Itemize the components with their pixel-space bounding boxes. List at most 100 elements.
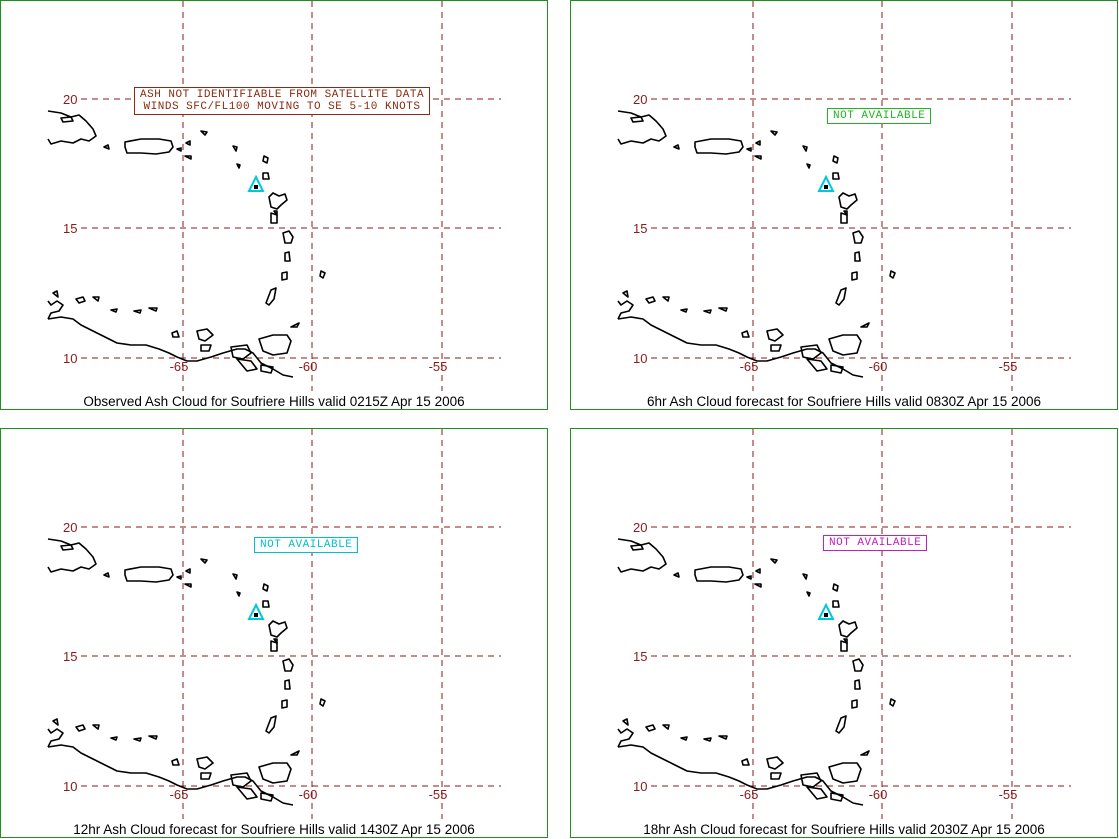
coastline-17 xyxy=(281,699,288,709)
coastline-13 xyxy=(273,638,278,644)
coastline-31 xyxy=(766,756,784,770)
lat-tick-label: 10 xyxy=(633,779,647,794)
lat-tick-label: 15 xyxy=(633,221,647,236)
coastline-6 xyxy=(185,568,191,574)
coastline-21 xyxy=(258,762,292,784)
coastline-28 xyxy=(133,737,142,742)
coastline-24 xyxy=(52,290,59,298)
panel-caption: 6hr Ash Cloud forecast for Soufriere Hil… xyxy=(647,394,1041,409)
coastline-11 xyxy=(832,600,840,608)
lat-tick-label: 20 xyxy=(633,92,647,107)
coastline-13 xyxy=(843,638,848,644)
coastline-6 xyxy=(755,568,761,574)
coastline-7 xyxy=(200,130,208,136)
coastline-11 xyxy=(832,172,840,180)
coastline-16 xyxy=(854,251,861,262)
lat-tick-label: 20 xyxy=(63,520,77,535)
coastline-35 xyxy=(260,364,274,374)
coastline-35 xyxy=(830,792,844,802)
coastline-34 xyxy=(236,786,258,800)
coastline-7 xyxy=(200,558,208,564)
coastlines xyxy=(47,110,326,378)
coastline-8 xyxy=(232,573,238,580)
coastline-12 xyxy=(838,620,858,638)
coastline-4 xyxy=(746,575,752,580)
coastline-5 xyxy=(754,583,762,588)
map-canvas: 20 15 10 -65 -60 -55 xyxy=(617,1,1071,391)
coastline-18 xyxy=(835,287,847,306)
coastline-33 xyxy=(800,344,822,360)
coastline-0 xyxy=(47,538,97,573)
coastline-18 xyxy=(265,715,277,734)
coastline-24 xyxy=(622,290,629,298)
coastline-29 xyxy=(718,735,728,740)
not-available-text: NOT AVAILABLE xyxy=(829,537,922,549)
coastline-8 xyxy=(802,145,808,152)
coastline-22 xyxy=(617,744,864,806)
not-available-box: NOT AVAILABLE xyxy=(827,108,932,124)
coastline-3 xyxy=(124,138,174,155)
volcano-triangle-icon xyxy=(247,174,265,192)
coastline-35 xyxy=(830,364,844,374)
coastline-28 xyxy=(703,737,712,742)
coastline-16 xyxy=(854,679,861,690)
lon-tick-label: -65 xyxy=(740,787,759,802)
coastline-10 xyxy=(262,583,269,592)
coastline-19 xyxy=(889,270,896,279)
lat-tick-label: 15 xyxy=(63,649,77,664)
lat-tick-label: 10 xyxy=(63,351,77,366)
coastline-23 xyxy=(617,300,634,320)
volcano-triangle-icon xyxy=(817,174,835,192)
coastline-3 xyxy=(694,138,744,155)
not-available-box: NOT AVAILABLE xyxy=(823,535,928,551)
coastline-19 xyxy=(319,698,326,707)
coastline-25 xyxy=(75,724,86,732)
coastline-17 xyxy=(851,699,858,709)
coastline-24 xyxy=(52,718,59,726)
coastlines xyxy=(617,538,896,806)
coastline-30 xyxy=(171,330,180,338)
lat-tick-label: 10 xyxy=(633,351,647,366)
coastline-25 xyxy=(645,724,656,732)
coastline-28 xyxy=(703,309,712,314)
graticule xyxy=(81,1,501,391)
panel-18hr-forecast: 20 15 10 -65 -60 -55 NOT AVAILABLE 18hr Ash C… xyxy=(570,428,1118,838)
panel-caption: Observed Ash Cloud for Soufriere Hills v… xyxy=(83,394,465,409)
coastline-21 xyxy=(828,334,862,356)
coastline-22 xyxy=(617,316,864,378)
graticule xyxy=(81,429,501,819)
panel-caption: 18hr Ash Cloud forecast for Soufriere Hi… xyxy=(643,822,1045,837)
lat-tick-label: 10 xyxy=(63,779,77,794)
coastline-27 xyxy=(680,736,688,741)
ash-note-line-1: ASH NOT IDENTIFIABLE FROM SATELLITE DATA xyxy=(140,89,425,101)
coastline-5 xyxy=(754,155,762,160)
lon-tick-label: -55 xyxy=(429,359,448,374)
coastline-30 xyxy=(741,330,750,338)
coastline-28 xyxy=(133,309,142,314)
lon-tick-label: -55 xyxy=(999,359,1018,374)
lon-tick-label: -65 xyxy=(170,359,189,374)
coastline-12 xyxy=(268,192,288,210)
coastline-27 xyxy=(110,736,118,741)
coastline-0 xyxy=(47,110,97,145)
coastline-15 xyxy=(282,658,294,672)
panel-6hr-forecast: 20 15 10 -65 -60 -55 NOT AVAILABLE 6hr Ash Cl… xyxy=(570,0,1118,410)
coastline-26 xyxy=(662,724,670,730)
coastline-22 xyxy=(47,744,294,806)
coastline-32 xyxy=(200,772,212,780)
coastline-18 xyxy=(265,287,277,306)
coastline-34 xyxy=(806,786,828,800)
coastline-1 xyxy=(630,116,644,123)
coastline-4 xyxy=(176,575,182,580)
coastline-10 xyxy=(832,155,839,164)
coastline-17 xyxy=(851,271,858,281)
volcano-location-dot xyxy=(254,613,258,617)
coastline-5 xyxy=(184,155,192,160)
panel-observed: 20 15 10 -65 -60 -55 ASH NOT IDENTIFIABLE FRO… xyxy=(0,0,548,410)
coastline-9 xyxy=(806,163,811,169)
coastline-31 xyxy=(196,756,214,770)
coastline-29 xyxy=(718,307,728,312)
coastline-6 xyxy=(755,140,761,146)
coastline-9 xyxy=(236,591,241,597)
volcano-location-dot xyxy=(824,613,828,617)
